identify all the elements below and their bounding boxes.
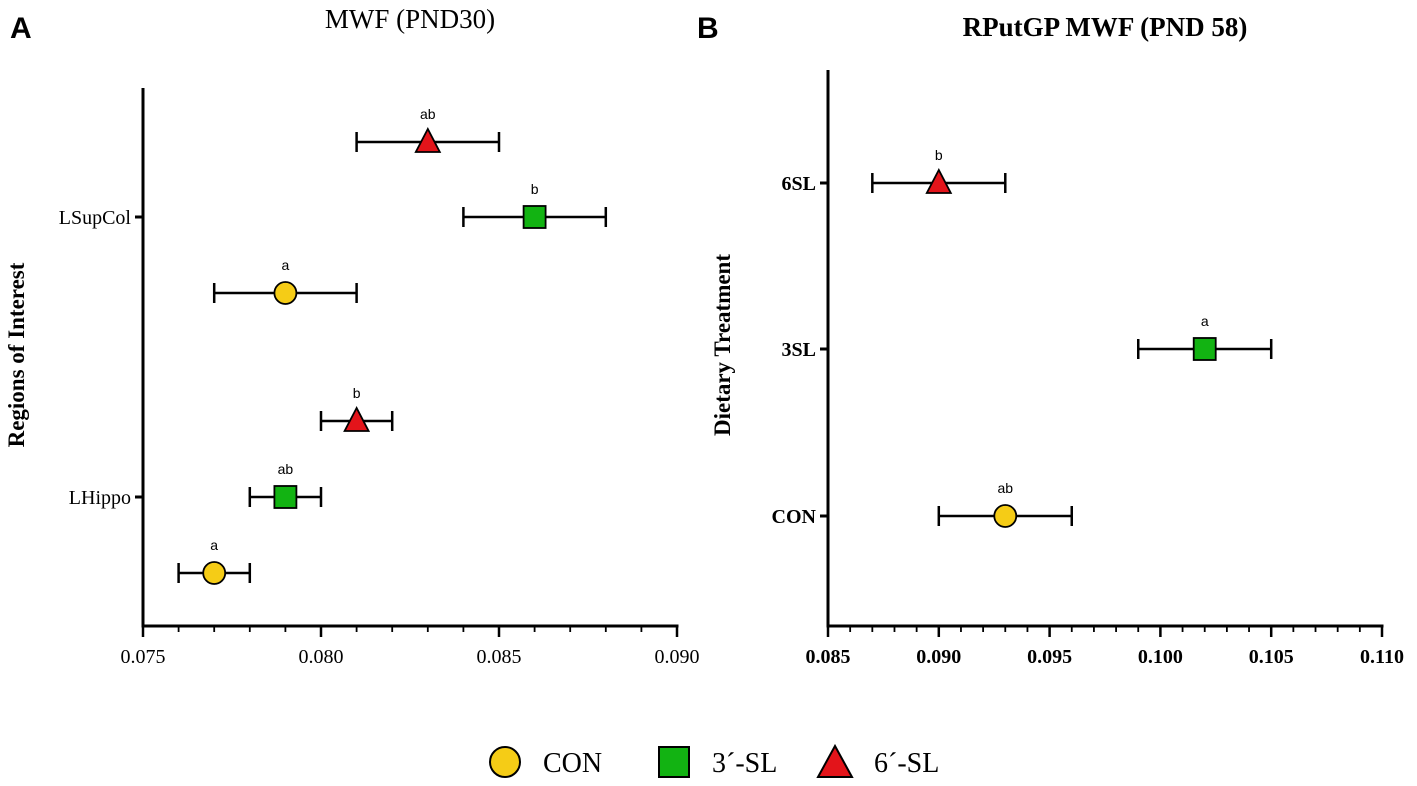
panel-b-ylabel: Dietary Treatment [710,254,735,436]
panel-a-letter: A [10,12,32,45]
point-3sl-marker [273,485,298,509]
point-6sl-marker [343,406,371,432]
legend-6sl-marker [816,743,854,778]
point-con-marker [202,561,227,585]
x-tick-label: 0.085 [477,646,522,668]
x-tick-label: 0.085 [806,646,851,668]
significance-label: ab [278,461,294,477]
significance-label: ab [997,480,1013,496]
panel-a-ylabel: Regions of Interest [4,262,29,447]
legend-3sl-label: 3´-SL [712,748,777,779]
significance-label: a [1201,313,1209,329]
x-tick-label: 0.095 [1027,646,1072,668]
panel-b-letter: B [697,12,719,45]
significance-label: a [210,537,218,553]
significance-label: b [353,385,361,401]
significance-label: ab [420,106,436,122]
panel-b-plot: 0.085 0.090 0.095 0.100 0.105 0.110 6SL 3SL CON b… [772,70,1404,668]
significance-label: b [935,147,943,163]
legend-con-label: CON [543,748,602,779]
y-tick-label: LHippo [69,487,131,509]
y-tick-label: 3SL [782,339,816,361]
legend-6sl-label: 6´-SL [874,748,939,779]
x-tick-label: 0.090 [655,646,700,668]
legend-3sl-marker [658,746,690,778]
point-6sl-marker [925,168,953,194]
panel-b-title: RPutGP MWF (PND 58) [963,12,1248,42]
point-6sl-marker [414,127,442,153]
panel-a-plot: 0.075 0.080 0.085 0.090LSupColLHippoabbabab… [59,88,700,668]
y-tick-label: 6SL [782,173,816,195]
x-tick-label: 0.105 [1249,646,1294,668]
significance-label: b [531,181,539,197]
point-con-marker [273,281,298,305]
legend: CON 3´-SL 6´-SL [489,743,939,779]
x-tick-label: 0.080 [299,646,344,668]
x-tick-label: 0.110 [1360,646,1404,668]
significance-label: a [282,257,290,273]
y-tick-label: LSupCol [59,207,132,229]
point-con-marker [993,504,1018,528]
x-tick-label: 0.100 [1138,646,1183,668]
x-tick-label: 0.090 [916,646,961,668]
y-tick-label: CON [772,506,817,528]
point-3sl-marker [522,205,547,229]
legend-con-marker [489,746,521,778]
x-tick-label: 0.075 [121,646,166,668]
point-3sl-marker [1192,337,1217,361]
panel-a-title: MWF (PND30) [325,4,495,34]
